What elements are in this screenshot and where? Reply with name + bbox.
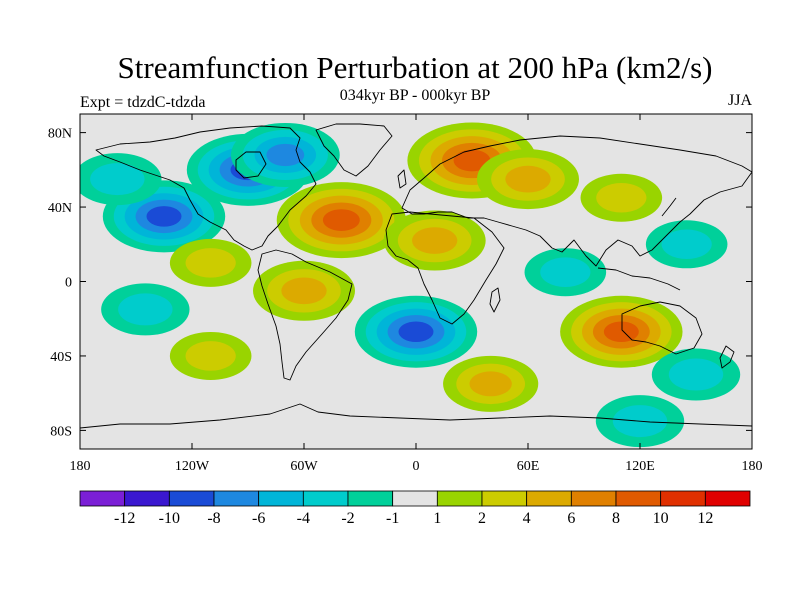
colorbar-swatch bbox=[168, 490, 215, 507]
coast-africa bbox=[385, 211, 505, 325]
contour-band bbox=[281, 277, 327, 305]
lon-tick-label: 180 bbox=[70, 459, 91, 474]
contour-band bbox=[596, 182, 647, 213]
contour-band bbox=[469, 371, 512, 397]
lon-tick-label: 120W bbox=[175, 459, 210, 474]
anomaly-center bbox=[477, 149, 579, 210]
coast-antarctica bbox=[80, 403, 752, 429]
lat-tick-label: 40S bbox=[50, 350, 72, 365]
contour-band bbox=[185, 341, 236, 371]
coastlines bbox=[80, 123, 752, 429]
contour-band bbox=[266, 143, 305, 167]
coast-uk bbox=[397, 169, 407, 189]
contour-band bbox=[185, 248, 236, 278]
anomaly-center bbox=[101, 283, 190, 336]
contour-band bbox=[661, 229, 712, 260]
coast-europe-asia bbox=[401, 135, 752, 267]
contour-band bbox=[603, 321, 639, 343]
colorbar-label: -12 bbox=[114, 510, 135, 527]
contour-band bbox=[540, 257, 591, 287]
colorbar-label: 4 bbox=[523, 510, 531, 527]
anomaly-center bbox=[651, 348, 741, 401]
colorbar-swatch bbox=[302, 490, 349, 507]
colorbar-label: 8 bbox=[612, 510, 620, 527]
lon-tick-label: 60E bbox=[517, 459, 540, 474]
season-label: JJA bbox=[727, 92, 752, 109]
colorbar-swatch bbox=[124, 490, 170, 507]
lon-tick-label: 120E bbox=[625, 459, 655, 474]
lat-tick-label: 0 bbox=[65, 276, 72, 291]
coast-indonesia bbox=[597, 267, 681, 291]
coast-hudson-bay bbox=[235, 151, 267, 179]
lat-tick-label: 80N bbox=[48, 127, 72, 142]
map-axes: 180 120W 60W 0 60E 120E 180 80N 40N 0 40S 80S bbox=[48, 114, 763, 474]
colorbar-swatch bbox=[258, 490, 304, 507]
anomaly-center bbox=[169, 331, 252, 380]
contour-band bbox=[505, 165, 551, 193]
lat-tick-label: 80S bbox=[50, 424, 72, 439]
colorbar-label: -10 bbox=[159, 510, 180, 527]
anomaly-center bbox=[524, 248, 607, 297]
anomaly-center bbox=[253, 260, 355, 321]
contour-band bbox=[412, 227, 458, 254]
colorbar-label: -6 bbox=[252, 510, 265, 527]
contour-band bbox=[398, 321, 434, 343]
colorbar-label: 10 bbox=[653, 510, 669, 527]
coast-south-america bbox=[257, 249, 353, 381]
colorbar-swatch bbox=[660, 490, 706, 507]
coast-japan bbox=[661, 197, 677, 217]
anomaly-center bbox=[645, 220, 728, 269]
anomaly-center bbox=[169, 238, 252, 287]
colorbar-swatch bbox=[526, 490, 572, 507]
colorbar-label: -4 bbox=[297, 510, 310, 527]
contour-band bbox=[146, 206, 182, 227]
anomaly-center bbox=[383, 210, 486, 271]
chart-subtitle: 034kyr BP - 000kyr BP bbox=[339, 87, 491, 104]
anomaly-field bbox=[80, 122, 741, 448]
contour-band bbox=[90, 163, 145, 196]
colorbar-label: -2 bbox=[341, 510, 354, 527]
colorbar-label: -1 bbox=[386, 510, 399, 527]
colorbar-label: 12 bbox=[697, 510, 713, 527]
lat-tick-label: 40N bbox=[48, 201, 72, 216]
colorbar-swatch bbox=[436, 490, 483, 507]
colorbar-swatch bbox=[79, 490, 126, 507]
coast-north-america bbox=[95, 125, 317, 251]
anomaly-center bbox=[354, 295, 478, 368]
colorbar-swatch bbox=[213, 490, 260, 507]
colorbar-swatch bbox=[347, 490, 394, 507]
colorbar-swatch bbox=[570, 490, 617, 507]
chart-title: Streamfunction Perturbation at 200 hPa (… bbox=[117, 50, 713, 85]
colorbar: -12 -10 -8 -6 -4 -2 -1 1 2 4 6 8 10 12 bbox=[79, 490, 751, 527]
anomaly-center bbox=[560, 295, 683, 368]
colorbar-label: 1 bbox=[433, 510, 441, 527]
coast-greenland bbox=[315, 123, 393, 177]
coast-australia bbox=[621, 301, 703, 355]
contour-band bbox=[118, 293, 173, 326]
colorbar-label: 2 bbox=[478, 510, 486, 527]
coast-madagascar bbox=[489, 287, 501, 313]
colorbar-swatch bbox=[481, 490, 528, 507]
colorbar-label: -8 bbox=[207, 510, 220, 527]
anomaly-center bbox=[80, 153, 162, 206]
contour-band bbox=[322, 209, 360, 231]
anomaly-center bbox=[276, 182, 406, 259]
lon-tick-label: 180 bbox=[742, 459, 763, 474]
anomaly-center bbox=[443, 355, 539, 412]
lon-tick-label: 60W bbox=[290, 459, 318, 474]
lon-tick-label: 0 bbox=[413, 459, 420, 474]
colorbar-swatch bbox=[615, 490, 662, 507]
colorbar-swatch bbox=[704, 490, 751, 507]
anomaly-center bbox=[580, 173, 663, 222]
contour-band bbox=[453, 149, 491, 172]
contour-band bbox=[668, 358, 724, 391]
colorbar-swatch bbox=[392, 490, 438, 507]
colorbar-label: 6 bbox=[567, 510, 575, 527]
experiment-label: Expt = tdzdC-tdzda bbox=[80, 94, 206, 111]
coast-new-zealand bbox=[719, 345, 735, 369]
